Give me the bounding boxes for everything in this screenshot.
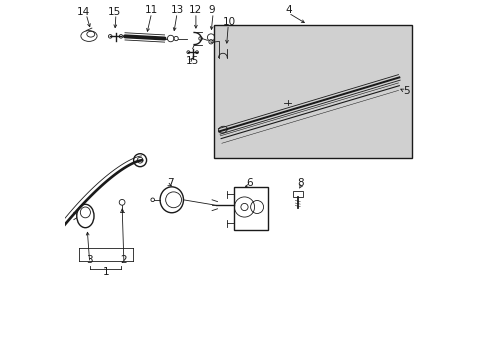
Text: 3: 3 bbox=[86, 255, 93, 265]
Bar bbox=[292, 191, 302, 197]
Text: 8: 8 bbox=[297, 178, 304, 188]
Text: 7: 7 bbox=[166, 178, 173, 188]
Text: 14: 14 bbox=[77, 6, 90, 17]
Text: 6: 6 bbox=[245, 178, 252, 188]
Text: 5: 5 bbox=[403, 86, 409, 96]
Text: 15: 15 bbox=[185, 56, 199, 66]
Bar bbox=[233, 187, 267, 230]
Text: 11: 11 bbox=[145, 5, 158, 15]
Text: 9: 9 bbox=[208, 5, 215, 15]
Text: 15: 15 bbox=[107, 6, 121, 17]
Bar bbox=[213, 25, 411, 158]
Text: 4: 4 bbox=[285, 5, 291, 15]
Text: 10: 10 bbox=[223, 17, 235, 27]
Text: 2: 2 bbox=[121, 255, 127, 265]
Text: 12: 12 bbox=[189, 5, 202, 15]
Text: 13: 13 bbox=[170, 5, 183, 15]
Text: 1: 1 bbox=[102, 267, 109, 277]
